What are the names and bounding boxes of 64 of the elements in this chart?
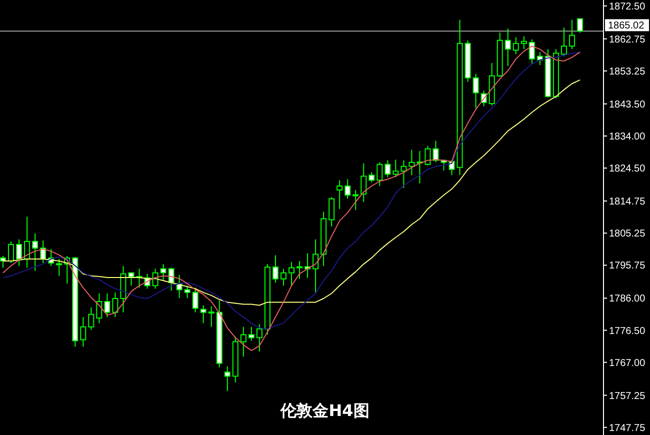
y-tick-label: 1853.25 [609, 66, 646, 78]
candlestick [528, 38, 535, 65]
candlestick [312, 238, 319, 293]
y-tick-label: 1795.75 [609, 260, 646, 272]
candlestick [104, 292, 110, 318]
candlestick [112, 292, 118, 318]
candlestick [520, 36, 527, 50]
candlestick [336, 180, 343, 210]
candlestick [472, 73, 479, 109]
candlestick [0, 255, 6, 268]
candlestick [408, 149, 415, 176]
y-tick-label: 1757.25 [609, 390, 646, 402]
candlestick [328, 196, 335, 228]
candlestick [288, 262, 294, 286]
candlestick [432, 140, 439, 163]
candlestick [400, 160, 407, 189]
ref-line-label: 1865.02 [608, 20, 645, 32]
candlestick [512, 36, 519, 55]
y-tick-label: 1747.75 [609, 422, 646, 434]
candlestick [192, 287, 198, 313]
candlestick [560, 27, 567, 57]
y-tick-label: 1862.75 [609, 34, 646, 46]
candlestick [504, 28, 511, 67]
candlestick [248, 326, 254, 342]
candlestick [88, 306, 94, 330]
candlestick [80, 316, 86, 348]
candlestick [184, 285, 190, 299]
candlestick [96, 292, 102, 324]
candlestick [577, 18, 583, 34]
candlestick [304, 252, 311, 278]
candlestick [224, 366, 230, 392]
candlestick [424, 145, 431, 166]
candlestick [280, 268, 286, 286]
candlestick [256, 324, 262, 352]
y-tick-label: 1814.75 [609, 196, 646, 208]
candlestick [200, 304, 206, 324]
y-tick-label: 1786.00 [609, 294, 646, 305]
candlestick [24, 216, 30, 268]
candlestick [352, 190, 359, 210]
candlestick [128, 272, 134, 286]
candlestick [272, 254, 278, 284]
candlestick [384, 160, 391, 178]
candlestick [296, 260, 303, 280]
candlestick [208, 306, 214, 328]
y-tick-label: 1767.00 [609, 358, 646, 369]
y-tick-label: 1872.50 [609, 1, 646, 12]
candlestick [32, 232, 38, 272]
y-tick-label: 1776.50 [609, 326, 646, 337]
candlestick [16, 238, 22, 267]
candlestick [368, 172, 375, 183]
y-tick-label: 1805.25 [609, 228, 646, 240]
candlestick [8, 240, 14, 264]
candlestick [568, 19, 575, 50]
text: 伦敦金H4图 [280, 401, 370, 420]
candlestick [56, 258, 62, 276]
y-tick-label: 1824.50 [609, 164, 646, 175]
candlestick [240, 326, 246, 358]
candlestick [360, 162, 367, 202]
candlestick [344, 178, 351, 200]
candlestick [392, 159, 399, 178]
candlestick [160, 264, 166, 282]
y-tick-label: 1834.00 [609, 131, 646, 142]
candlestick [376, 162, 383, 186]
y-tick-label: 1843.50 [609, 99, 646, 110]
